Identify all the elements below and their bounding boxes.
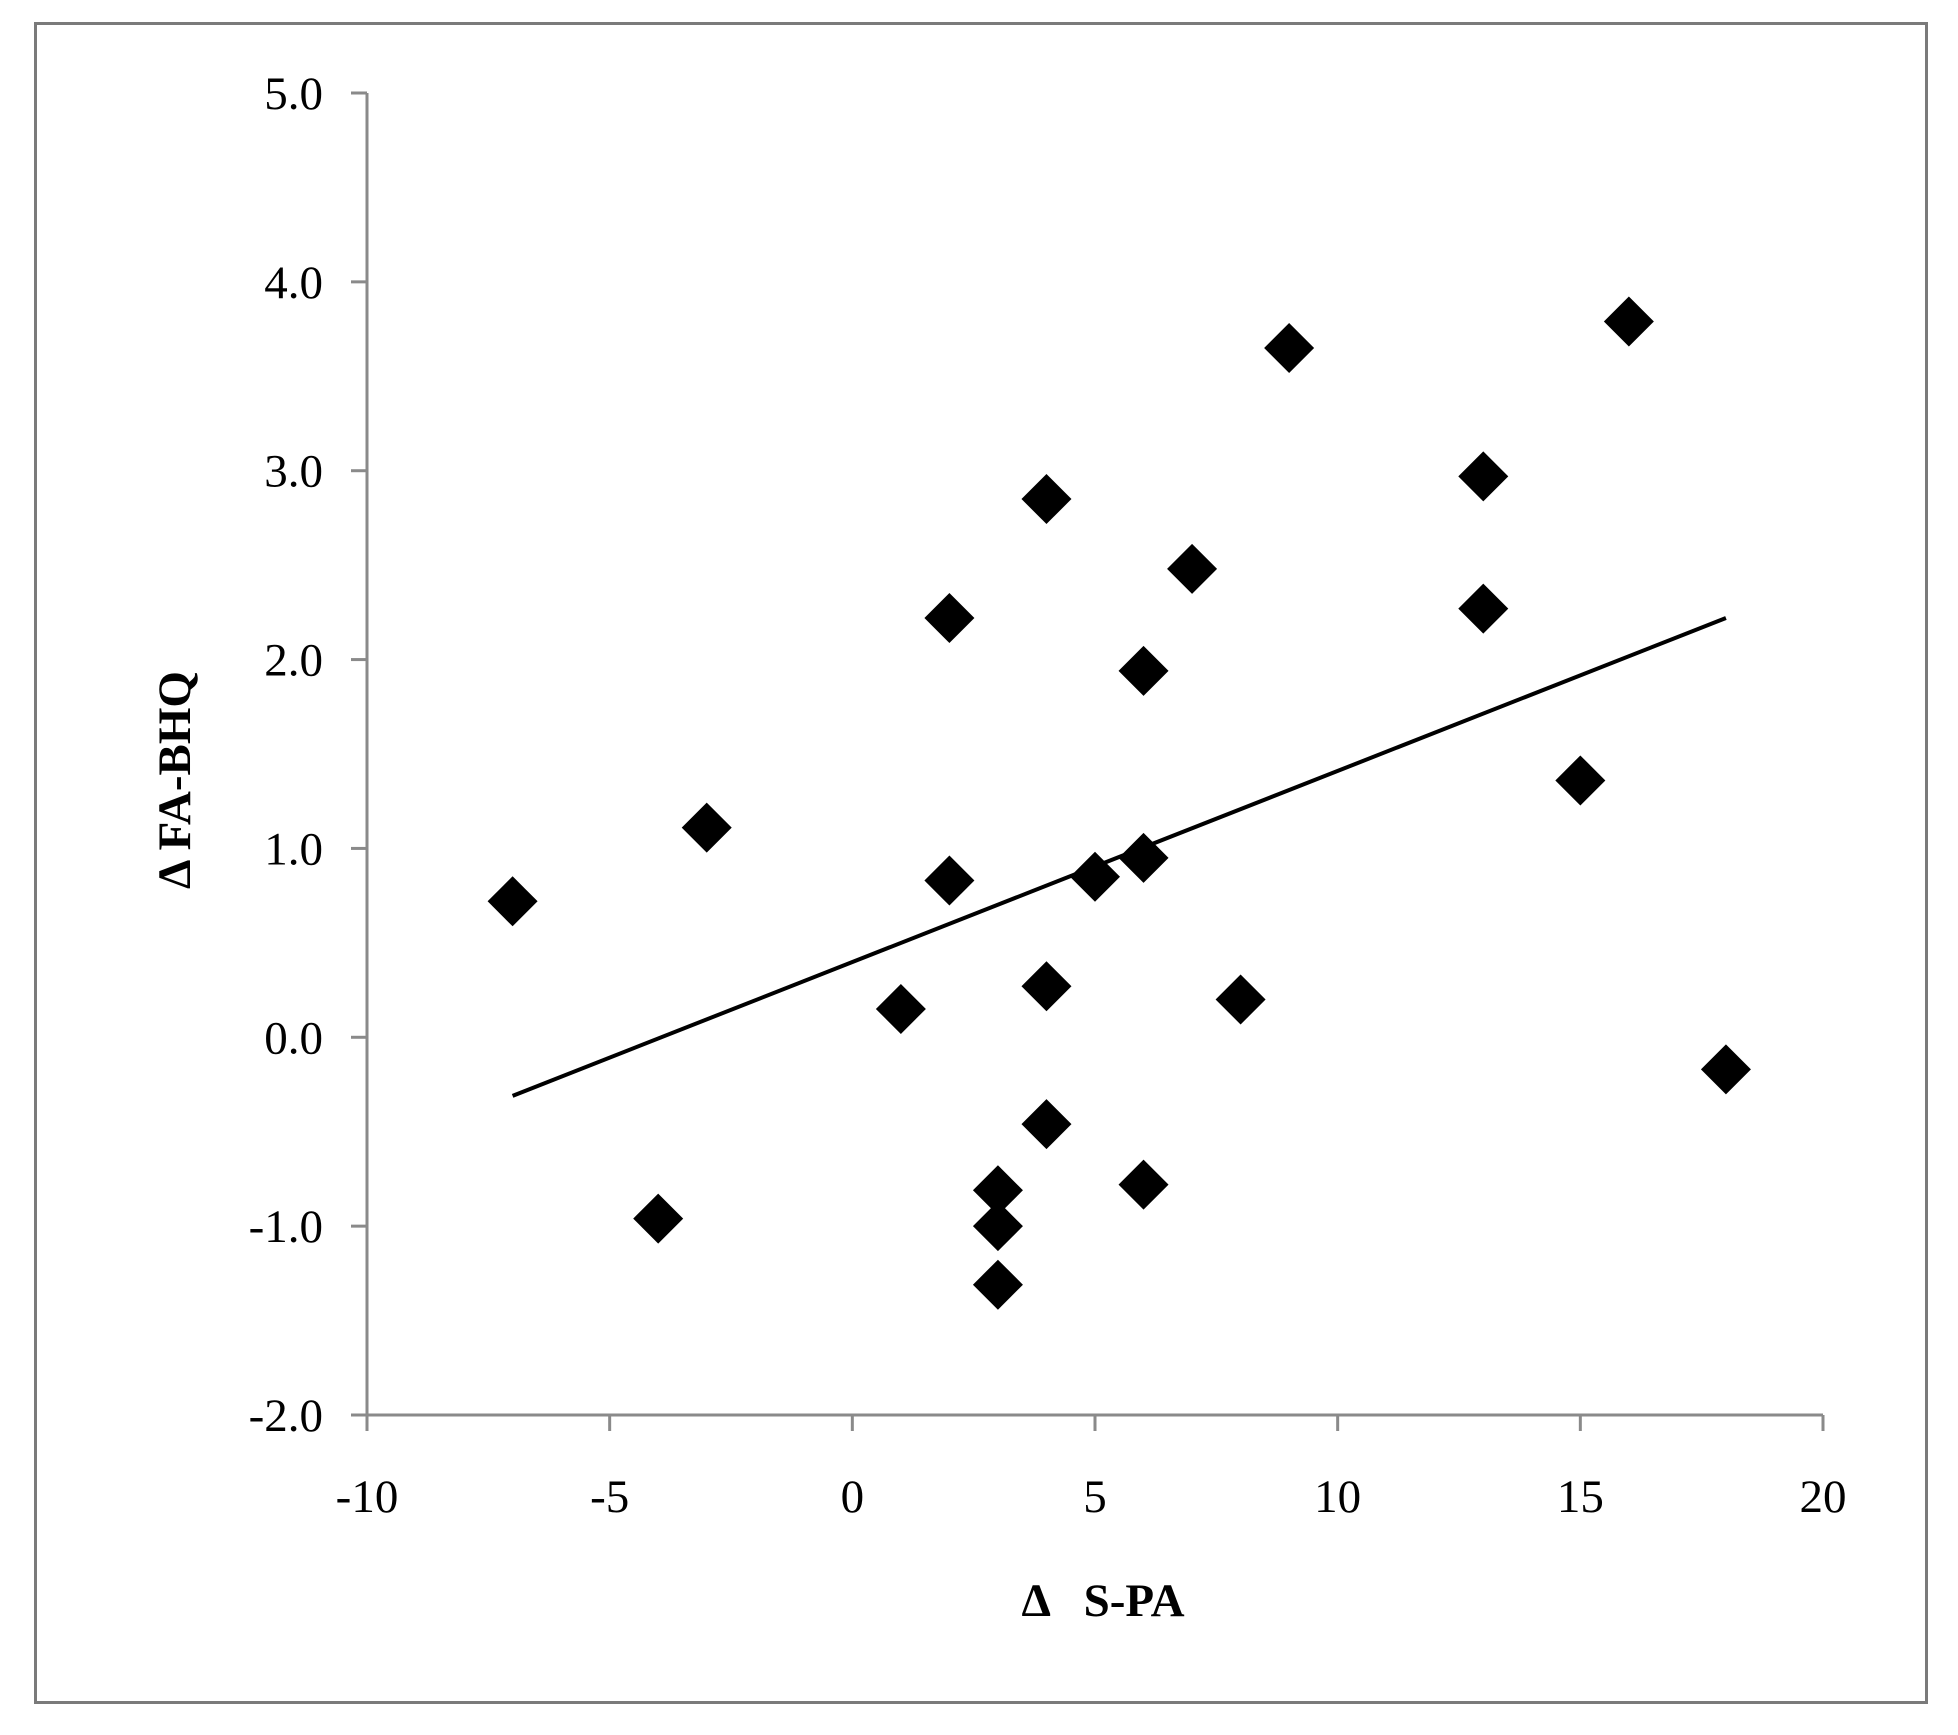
x-tick-label: 15 [1557,1471,1604,1523]
x-tick-label: 5 [1083,1471,1107,1523]
data-point [972,1259,1023,1310]
y-tick-label: 3.0 [264,446,323,498]
y-tick-label: 5.0 [264,68,323,120]
y-tick-label: 0.0 [264,1012,323,1064]
data-point [972,1165,1023,1216]
data-point [1215,974,1266,1025]
data-point [1118,832,1169,883]
y-tick-label: 2.0 [264,635,323,687]
data-point [1167,543,1218,594]
y-axis-title: Δ FA-BHQ [149,671,201,889]
data-point [1021,474,1072,525]
x-tick-label: 0 [841,1471,865,1523]
data-point [1458,451,1509,502]
data-point [1021,961,1072,1012]
data-point [1264,322,1315,373]
axes [351,91,1825,1431]
data-point [875,983,926,1034]
chart-frame [34,22,1928,1704]
data-points [487,296,1751,1310]
y-tick-label: 4.0 [264,257,323,309]
data-point [972,1201,1023,1252]
data-point [1700,1044,1751,1095]
trendline [511,616,1727,1098]
tick-labels: -2.0 -1.0 0.0 1.0 2.0 3.0 4.0 5.0 -10 -5 0 5 10 15 20 [249,68,1847,1523]
data-point [633,1193,684,1244]
data-point [1118,1159,1169,1210]
data-point [681,802,732,853]
x-tick-label: -10 [336,1471,399,1523]
data-point [1070,851,1120,902]
data-point [1555,755,1606,806]
data-point [1021,1099,1072,1150]
data-point [1118,645,1169,696]
data-point [487,876,538,927]
data-point [1458,583,1509,634]
x-tick-label: 10 [1314,1471,1361,1523]
data-point [924,855,975,906]
x-tick-label: 20 [1800,1471,1847,1523]
x-axis-title: Δ S-PA [1021,1575,1184,1627]
x-tick-label: -5 [590,1471,629,1523]
y-tick-label: -1.0 [249,1201,323,1253]
data-point [1603,296,1654,347]
data-point [924,593,975,644]
trendline-group [511,616,1727,1098]
y-tick-label: 1.0 [264,823,323,875]
y-tick-label: -2.0 [249,1390,323,1442]
